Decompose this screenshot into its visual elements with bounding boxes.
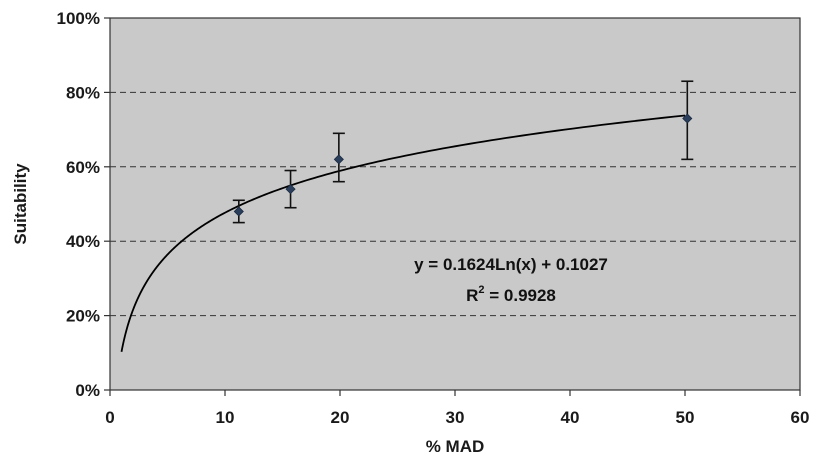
- x-axis: 0 10 20 30 40 50 60: [105, 390, 809, 427]
- x-tick-label: 10: [216, 408, 235, 427]
- x-tick-label: 0: [105, 408, 114, 427]
- x-tick-label: 30: [446, 408, 465, 427]
- r-squared-prefix: R: [466, 286, 478, 305]
- x-tick-label: 60: [791, 408, 810, 427]
- plot-area: [109, 17, 801, 391]
- trendline-equation: y = 0.1624Ln(x) + 0.1027: [414, 255, 608, 274]
- y-tick-label: 0%: [75, 381, 100, 400]
- x-axis-title: % MAD: [426, 437, 485, 456]
- x-tick-label: 20: [331, 408, 350, 427]
- y-tick-label: 60%: [66, 158, 100, 177]
- r-squared-value: = 0.9928: [485, 286, 556, 305]
- y-tick-label: 40%: [66, 232, 100, 251]
- data-point-marker: [333, 154, 344, 165]
- y-tick-label: 20%: [66, 307, 100, 326]
- data-point-marker: [233, 206, 244, 217]
- x-tick-label: 50: [676, 408, 695, 427]
- x-tick-label: 40: [561, 408, 580, 427]
- y-tick-label: 100%: [57, 9, 100, 28]
- y-tick-label: 80%: [66, 83, 100, 102]
- r-squared-superscript: 2: [478, 284, 484, 296]
- r-squared-label: R2 = 0.9928: [466, 284, 556, 305]
- y-axis-title: Suitability: [11, 163, 30, 245]
- gridlines: [110, 91, 800, 317]
- data-points: [233, 113, 693, 217]
- data-point-marker: [285, 184, 296, 195]
- trendline-curve: [120, 114, 686, 352]
- data-point-marker: [682, 113, 693, 124]
- y-axis: 0% 20% 40% 60% 80% 100%: [57, 9, 110, 400]
